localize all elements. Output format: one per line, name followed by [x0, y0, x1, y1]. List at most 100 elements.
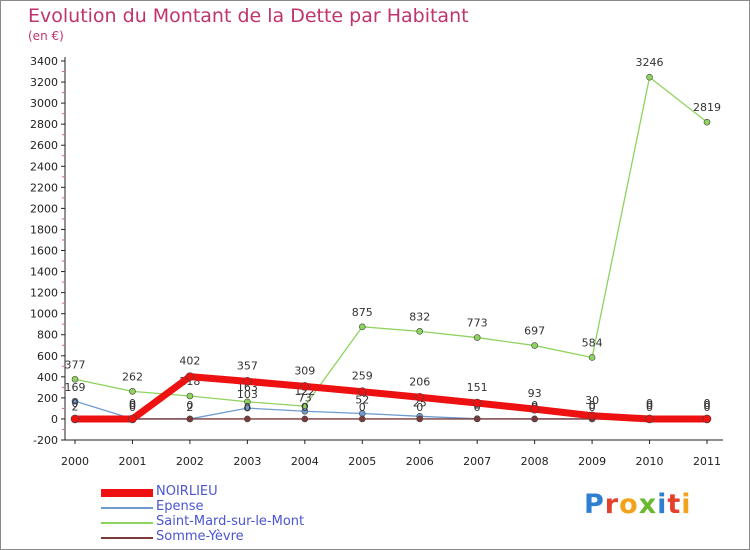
data-point-saint-mard-sur-le-mont [358, 323, 366, 331]
y-tick-label: 2000 [30, 202, 58, 215]
data-label-somme-y-vre: 0 [301, 401, 308, 414]
data-point-noirlieu [243, 377, 252, 386]
data-label-saint-mard-sur-le-mont: 773 [467, 317, 488, 330]
y-tick-label: 1000 [30, 308, 58, 321]
data-label-somme-y-vre: 0 [244, 401, 251, 414]
data-label-saint-mard-sur-le-mont: 377 [65, 358, 86, 371]
data-point-noirlieu [185, 372, 195, 381]
x-tick-label: 2010 [636, 455, 664, 468]
data-point-somme-y-vre [244, 415, 251, 423]
chart-title: Evolution du Montant de la Dette par Hab… [28, 5, 469, 27]
y-tick-label: 0 [51, 413, 58, 426]
data-label-epense: 0 [704, 399, 711, 412]
legend-swatch [101, 537, 153, 539]
data-label-saint-mard-sur-le-mont: 584 [582, 336, 603, 349]
data-label-somme-y-vre: 0 [129, 401, 136, 414]
data-point-saint-mard-sur-le-mont [244, 398, 251, 406]
y-tick-label: 3200 [30, 76, 58, 89]
data-point-saint-mard-sur-le-mont [416, 328, 424, 335]
data-point-somme-y-vre [358, 415, 366, 423]
y-tick-label: 800 [37, 329, 58, 342]
data-point-saint-mard-sur-le-mont [646, 73, 653, 81]
data-label-noirlieu: 30 [585, 394, 599, 407]
legend-label: Saint-Mard-sur-le-Mont [156, 514, 305, 529]
data-label-epense: 169 [65, 381, 86, 394]
data-label-noirlieu: 259 [352, 370, 373, 383]
data-label-saint-mard-sur-le-mont: 875 [352, 306, 373, 319]
legend-label: Somme-Yèvre [156, 529, 244, 544]
data-point-saint-mard-sur-le-mont [703, 118, 711, 126]
series-line-saint-mard-sur-le-mont [74, 76, 708, 407]
y-tick-label: 600 [37, 350, 58, 363]
data-label-noirlieu: 0 [72, 397, 79, 410]
data-label-epense: 103 [237, 388, 258, 401]
y-tick-label: 1800 [30, 223, 58, 236]
data-label-epense: 73 [298, 391, 312, 404]
data-label-noirlieu: 309 [294, 364, 315, 377]
data-label-saint-mard-sur-le-mont: 3246 [636, 56, 664, 69]
data-label-noirlieu: 151 [467, 381, 488, 394]
data-point-noirlieu [530, 404, 539, 414]
logo-letter: t [667, 489, 682, 520]
x-tick-label: 2002 [176, 455, 204, 468]
y-tick-label: -200 [33, 434, 58, 447]
y-tick-label: 2800 [30, 118, 58, 131]
data-point-epense [244, 404, 251, 412]
legend-label: Epense [156, 499, 204, 514]
y-tick-label: 2400 [30, 160, 58, 173]
data-point-somme-y-vre [416, 415, 424, 423]
data-point-saint-mard-sur-le-mont [588, 354, 596, 361]
x-tick-label: 2007 [463, 455, 491, 468]
legend-swatch [101, 489, 153, 497]
data-label-somme-y-vre: 0 [474, 401, 481, 414]
data-label-saint-mard-sur-le-mont: 262 [122, 370, 143, 383]
y-tick-label: 200 [37, 392, 58, 405]
data-point-noirlieu [415, 392, 425, 402]
y-tick-label: 1600 [30, 245, 58, 258]
data-label-noirlieu: 93 [528, 387, 542, 400]
data-point-noirlieu [300, 382, 310, 391]
data-label-noirlieu: 206 [409, 375, 430, 388]
legend-swatch [101, 507, 153, 509]
data-point-noirlieu [702, 414, 712, 424]
logo-letter: i [681, 489, 692, 520]
data-point-noirlieu [357, 387, 367, 396]
y-tick-label: 400 [37, 371, 58, 384]
data-point-noirlieu [645, 414, 654, 424]
data-label-saint-mard-sur-le-mont: 697 [524, 325, 545, 338]
data-label-somme-y-vre: 2 [186, 401, 193, 414]
data-point-somme-y-vre [531, 415, 538, 423]
proxiti-logo: Proxiti [584, 489, 692, 520]
data-label-somme-y-vre: 0 [646, 401, 653, 414]
data-label-epense: 0 [589, 399, 596, 412]
data-point-saint-mard-sur-le-mont [129, 388, 136, 395]
data-label-saint-mard-sur-le-mont: 832 [409, 310, 430, 323]
data-label-epense: 0 [646, 399, 653, 412]
x-tick-label: 2003 [233, 455, 261, 468]
legend-label: NOIRLIEU [156, 484, 218, 499]
data-label-noirlieu: 357 [237, 359, 258, 372]
data-label-noirlieu: 0 [646, 397, 653, 410]
logo-letter: P [584, 489, 605, 520]
x-tick-label: 2009 [578, 455, 606, 468]
x-tick-label: 2004 [291, 455, 319, 468]
data-label-somme-y-vre: 0 [359, 401, 366, 414]
data-point-noirlieu [128, 414, 137, 424]
data-point-somme-y-vre [301, 415, 309, 423]
data-label-saint-mard-sur-le-mont: 2819 [693, 101, 721, 114]
data-point-noirlieu [587, 411, 597, 421]
x-tick-label: 2005 [348, 455, 376, 468]
legend-swatch [101, 522, 153, 524]
data-point-saint-mard-sur-le-mont [531, 342, 538, 349]
data-point-saint-mard-sur-le-mont [473, 334, 481, 341]
x-tick-label: 2008 [521, 455, 549, 468]
logo-letter: i [657, 489, 668, 520]
data-point-noirlieu [70, 414, 80, 424]
logo-letter: o [619, 489, 639, 520]
x-tick-label: 2000 [61, 455, 89, 468]
data-point-saint-mard-sur-le-mont [71, 375, 79, 383]
y-tick-label: 1200 [30, 287, 58, 300]
data-label-epense: 52 [355, 393, 369, 406]
logo-letter: r [604, 489, 620, 520]
series-line-noirlieu [75, 373, 707, 423]
